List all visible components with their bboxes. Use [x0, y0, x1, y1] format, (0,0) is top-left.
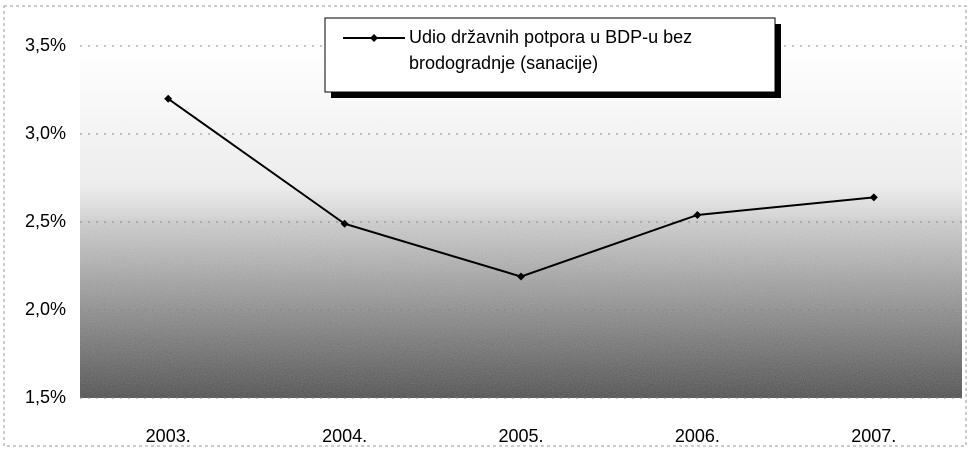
legend-label-line: Udio državnih potpora u BDP-u bez [409, 27, 692, 47]
x-tick-label: 2004. [322, 426, 367, 446]
y-tick-label: 3,0% [25, 123, 66, 143]
legend-box [324, 17, 776, 93]
legend-label: Udio državnih potpora u BDP-u bez brodogr… [409, 27, 692, 73]
data-point [164, 94, 173, 103]
legend: Udio državnih potpora u BDP-u bez brodogr… [324, 17, 781, 98]
y-tick-label: 2,0% [25, 299, 66, 319]
data-point [517, 272, 525, 281]
x-tick-label: 2003. [146, 426, 191, 446]
x-tick-label: 2006. [675, 426, 720, 446]
y-tick-label: 2,5% [25, 211, 66, 231]
plot-texture [80, 220, 962, 398]
y-tick-label: 1,5% [25, 387, 66, 407]
legend-marker [370, 34, 378, 42]
chart-frame [3, 5, 967, 447]
x-tick-label: 2007. [851, 426, 896, 446]
data-point [340, 219, 349, 228]
x-tick-label: 2005. [498, 426, 543, 446]
data-point [869, 193, 878, 202]
y-tick-label: 3,5% [25, 35, 66, 55]
legend-label-line: brodogradnje (sanacije) [409, 53, 598, 73]
data-point [693, 210, 702, 219]
